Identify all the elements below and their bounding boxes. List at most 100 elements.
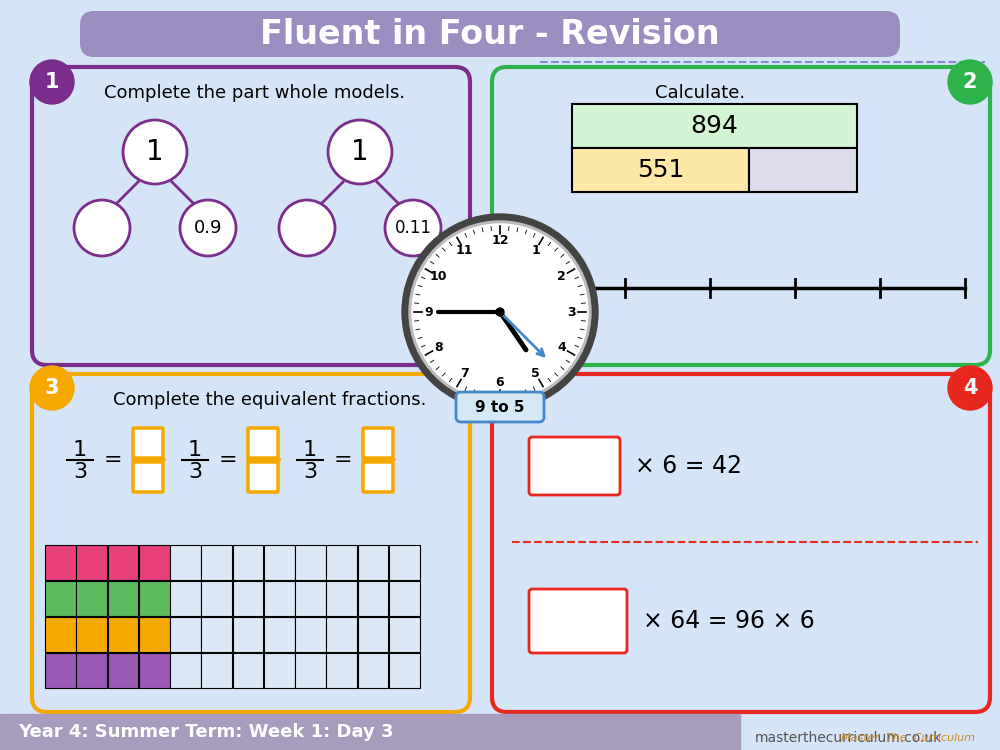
Text: 10: 10 xyxy=(430,270,447,283)
Text: 3: 3 xyxy=(303,462,317,482)
Bar xyxy=(108,653,138,688)
Text: =: = xyxy=(104,450,122,470)
FancyBboxPatch shape xyxy=(248,428,278,458)
Text: 1: 1 xyxy=(45,72,59,92)
FancyBboxPatch shape xyxy=(363,462,393,492)
Bar xyxy=(232,653,263,688)
Text: 8: 8 xyxy=(434,341,443,354)
Bar xyxy=(326,653,357,688)
Bar xyxy=(389,581,420,616)
Text: 7: 7 xyxy=(460,367,469,380)
Bar xyxy=(264,653,294,688)
Text: 1: 1 xyxy=(188,440,202,460)
Text: masterthecurriculum.co.uk: masterthecurriculum.co.uk xyxy=(755,731,942,745)
Circle shape xyxy=(74,200,130,256)
Circle shape xyxy=(412,224,588,400)
Circle shape xyxy=(385,200,441,256)
Text: Complete the equivalent fractions.: Complete the equivalent fractions. xyxy=(113,391,427,409)
Bar xyxy=(389,545,420,580)
Text: 3: 3 xyxy=(73,462,87,482)
Text: 3: 3 xyxy=(45,378,59,398)
Bar xyxy=(572,104,857,148)
Text: Complete the part whole models.: Complete the part whole models. xyxy=(104,84,406,102)
Bar xyxy=(389,617,420,652)
Bar xyxy=(749,148,857,192)
Text: =: = xyxy=(334,450,352,470)
Bar xyxy=(389,653,420,688)
Text: 9 to 5: 9 to 5 xyxy=(475,400,525,415)
Text: 1: 1 xyxy=(73,440,87,460)
Text: 551: 551 xyxy=(637,158,684,182)
Bar xyxy=(295,617,326,652)
Bar xyxy=(76,581,107,616)
FancyBboxPatch shape xyxy=(80,11,900,57)
Text: Master  The  Curriculum: Master The Curriculum xyxy=(841,733,975,743)
Circle shape xyxy=(180,200,236,256)
Bar xyxy=(139,581,170,616)
Text: 1: 1 xyxy=(146,138,164,166)
Bar xyxy=(264,617,294,652)
Circle shape xyxy=(279,200,335,256)
Bar xyxy=(45,617,76,652)
Bar xyxy=(139,653,170,688)
Bar xyxy=(170,617,201,652)
Bar xyxy=(201,581,232,616)
FancyBboxPatch shape xyxy=(363,428,393,458)
Text: 4: 4 xyxy=(963,378,977,398)
Circle shape xyxy=(30,366,74,410)
Circle shape xyxy=(328,120,392,184)
Bar xyxy=(264,545,294,580)
Bar xyxy=(108,581,138,616)
Bar xyxy=(170,581,201,616)
FancyBboxPatch shape xyxy=(529,437,620,495)
Text: 1: 1 xyxy=(351,138,369,166)
Text: 12: 12 xyxy=(491,235,509,248)
Bar xyxy=(139,545,170,580)
Circle shape xyxy=(496,308,504,316)
FancyBboxPatch shape xyxy=(133,428,163,458)
Text: Year 4: Summer Term: Week 1: Day 3: Year 4: Summer Term: Week 1: Day 3 xyxy=(18,723,394,741)
Circle shape xyxy=(402,214,598,410)
Circle shape xyxy=(30,60,74,104)
Bar xyxy=(108,617,138,652)
Text: 1: 1 xyxy=(303,440,317,460)
Bar xyxy=(358,653,388,688)
FancyBboxPatch shape xyxy=(492,374,990,712)
Bar xyxy=(76,653,107,688)
Bar xyxy=(232,545,263,580)
Bar xyxy=(201,653,232,688)
Circle shape xyxy=(948,60,992,104)
Bar xyxy=(45,581,76,616)
Bar xyxy=(295,581,326,616)
Bar xyxy=(295,545,326,580)
Text: 3: 3 xyxy=(188,462,202,482)
FancyBboxPatch shape xyxy=(32,374,470,712)
Bar xyxy=(201,617,232,652)
Bar xyxy=(264,581,294,616)
Text: 1: 1 xyxy=(531,244,540,257)
Bar xyxy=(201,545,232,580)
Text: × 6 = 42: × 6 = 42 xyxy=(635,454,742,478)
FancyBboxPatch shape xyxy=(133,462,163,492)
Text: × 64 = 96 × 6: × 64 = 96 × 6 xyxy=(643,609,815,633)
Text: Fluent in Four - Revision: Fluent in Four - Revision xyxy=(260,17,720,50)
Text: 4: 4 xyxy=(557,341,566,354)
Text: 2: 2 xyxy=(557,270,566,283)
Text: 9: 9 xyxy=(425,305,433,319)
Text: 3: 3 xyxy=(567,305,575,319)
Bar xyxy=(326,617,357,652)
FancyBboxPatch shape xyxy=(248,462,278,492)
Bar xyxy=(326,545,357,580)
Text: 894: 894 xyxy=(691,114,738,138)
Bar xyxy=(572,148,749,192)
Text: 6: 6 xyxy=(496,376,504,389)
FancyBboxPatch shape xyxy=(32,67,470,365)
Text: 2: 2 xyxy=(963,72,977,92)
Bar xyxy=(45,545,76,580)
Circle shape xyxy=(948,366,992,410)
Bar xyxy=(232,581,263,616)
Bar xyxy=(108,545,138,580)
Bar xyxy=(45,653,76,688)
Bar xyxy=(326,581,357,616)
Circle shape xyxy=(409,221,591,403)
